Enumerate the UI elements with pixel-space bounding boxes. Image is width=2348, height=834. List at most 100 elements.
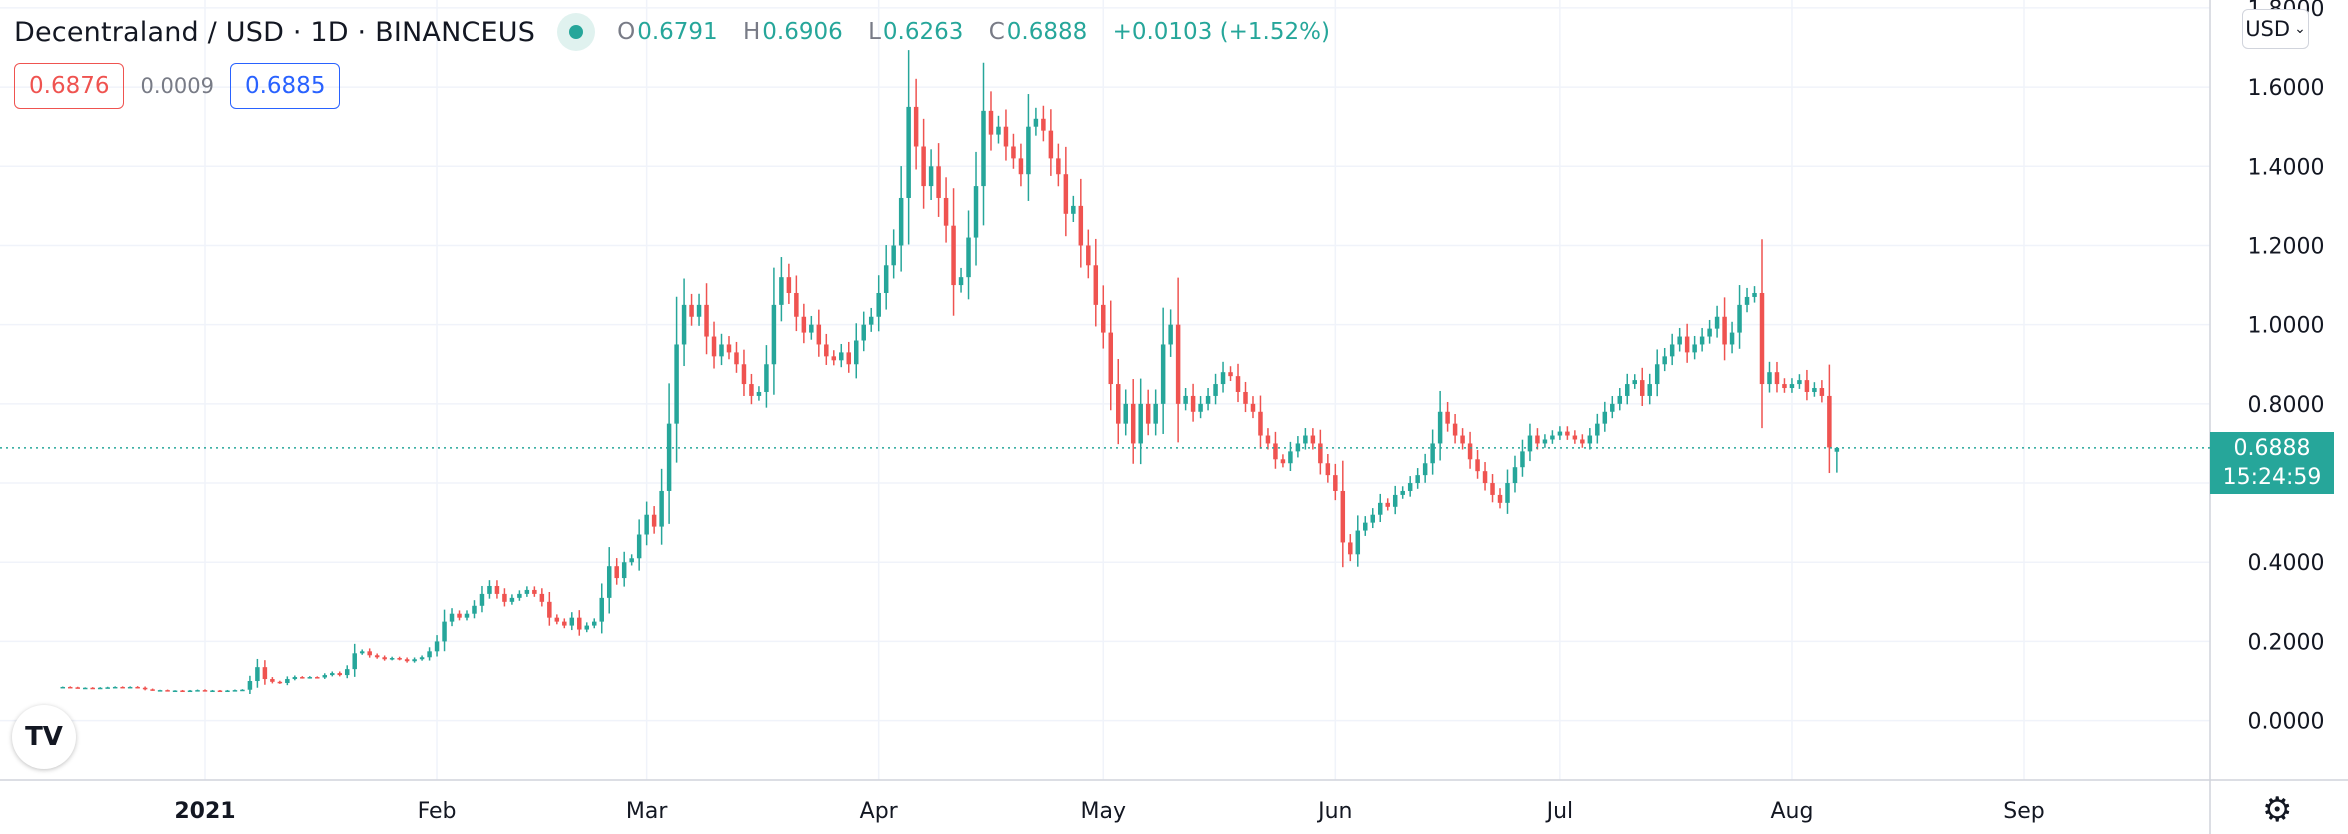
candle-body xyxy=(330,673,335,676)
candle xyxy=(606,547,612,614)
candle xyxy=(1774,361,1780,393)
candle-body xyxy=(382,657,387,660)
x-tick-label: Jun xyxy=(1316,799,1352,824)
market-status-icon[interactable] xyxy=(557,13,596,51)
candle-body xyxy=(1437,411,1443,444)
candle xyxy=(127,686,133,689)
candle-body xyxy=(90,687,95,690)
candle xyxy=(330,671,335,677)
candle-body xyxy=(824,344,829,357)
candle xyxy=(786,263,792,304)
candle xyxy=(554,614,560,625)
candle xyxy=(659,468,664,545)
candle xyxy=(1168,309,1173,357)
candle xyxy=(1273,431,1278,469)
candle xyxy=(195,689,200,692)
candle xyxy=(90,687,95,690)
candle-body xyxy=(584,625,590,630)
candle-body xyxy=(1011,146,1016,159)
candle-body xyxy=(1108,332,1114,385)
candle xyxy=(1445,401,1450,432)
candle xyxy=(1542,434,1548,448)
candle xyxy=(442,609,447,652)
candle xyxy=(97,687,103,690)
candle xyxy=(1595,413,1600,444)
candle xyxy=(1183,388,1188,411)
candle xyxy=(1160,307,1166,434)
candle-body xyxy=(60,686,66,689)
candle xyxy=(1834,447,1840,473)
candle-body xyxy=(936,166,941,198)
candle-body xyxy=(300,677,305,679)
candle-body xyxy=(943,197,949,226)
candle-body xyxy=(315,677,320,679)
candle-body xyxy=(1348,542,1353,555)
candle-series xyxy=(60,50,1840,695)
gear-icon[interactable]: ⚙ xyxy=(2262,790,2293,830)
candle xyxy=(68,686,73,689)
candle xyxy=(704,283,709,355)
candle-body xyxy=(1767,372,1772,385)
candle-body xyxy=(592,621,597,626)
candle xyxy=(809,315,814,340)
candle xyxy=(1018,143,1024,187)
candle xyxy=(868,307,874,332)
candle xyxy=(262,660,268,685)
candle-body xyxy=(1288,451,1293,464)
candle xyxy=(517,590,522,601)
candle xyxy=(464,610,470,621)
candle-body xyxy=(1250,403,1256,412)
candle xyxy=(913,78,919,170)
candle xyxy=(1026,94,1031,201)
candle-body xyxy=(1115,384,1121,424)
symbol-title[interactable]: Decentraland / USD · 1D · BINANCEUS xyxy=(14,16,536,48)
candle-body xyxy=(517,593,522,598)
candle xyxy=(599,583,604,634)
candle-body xyxy=(1797,380,1802,385)
candle xyxy=(569,612,575,631)
candle-body xyxy=(839,352,844,361)
time-axis: 2021 Feb Mar Apr May Jun Jul Aug Sep xyxy=(174,799,2044,824)
candle-body xyxy=(1535,435,1540,444)
candle xyxy=(621,551,627,587)
y-tick-label: 0.8000 xyxy=(2248,393,2325,418)
candle xyxy=(1280,454,1286,468)
candle xyxy=(1527,423,1533,462)
candle xyxy=(854,323,859,379)
candle-body xyxy=(1542,439,1548,444)
candle-body xyxy=(1572,435,1578,440)
candle-body xyxy=(1123,403,1128,424)
candle-body xyxy=(1265,435,1271,444)
currency-dropdown[interactable]: USD ⌄ xyxy=(2242,9,2309,49)
y-tick-label: 0.0000 xyxy=(2248,710,2325,735)
candle-body xyxy=(1752,292,1757,297)
candle-body xyxy=(165,690,170,692)
y-tick-label: 0.4000 xyxy=(2248,551,2325,576)
candle xyxy=(1827,364,1832,474)
candle xyxy=(1265,428,1271,450)
sell-price-button[interactable]: 0.6876 xyxy=(14,63,125,109)
candle-body xyxy=(614,566,619,579)
buy-price-button[interactable]: 0.6885 xyxy=(229,63,341,109)
candle-body xyxy=(1063,174,1069,214)
candle xyxy=(135,686,140,689)
candle xyxy=(1467,431,1473,469)
candle xyxy=(861,311,866,352)
candle xyxy=(1550,430,1555,444)
candle-body xyxy=(1190,395,1196,412)
candle-body xyxy=(1243,391,1248,404)
candle xyxy=(277,680,283,684)
candle-body xyxy=(651,514,657,527)
candle-body xyxy=(135,686,140,689)
x-tick-label: Feb xyxy=(418,799,457,824)
candle xyxy=(532,586,537,597)
candle-body xyxy=(764,364,769,392)
candle-body xyxy=(1789,384,1795,389)
candle xyxy=(1363,516,1368,536)
candle-body xyxy=(1160,344,1166,404)
candle xyxy=(1422,453,1428,483)
tradingview-logo[interactable]: TV xyxy=(12,705,76,769)
candle xyxy=(1639,367,1645,406)
candle-body xyxy=(532,589,537,594)
